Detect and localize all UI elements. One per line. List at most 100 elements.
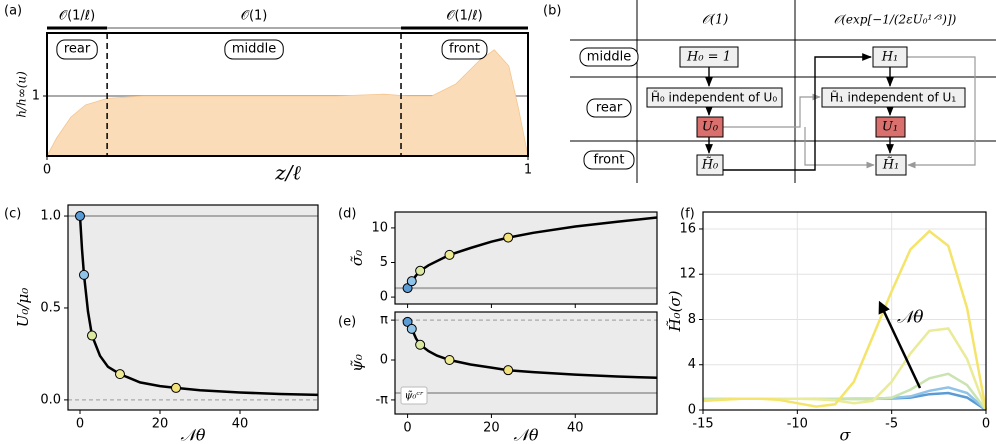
panel-label: (f): [680, 207, 695, 222]
node: [872, 46, 908, 68]
point: [115, 369, 125, 380]
node: [875, 116, 906, 138]
x-tick-label: 20: [483, 421, 500, 436]
y-tick-label: 4: [688, 357, 696, 372]
region-box: [224, 39, 284, 60]
panel-label: (c): [4, 207, 21, 222]
point: [503, 232, 514, 243]
panel-label: (a): [4, 4, 22, 19]
column-header: 𝒪(exp[−1/(2εU₀¹ᐟ³)]): [834, 13, 957, 27]
y-axis-label: ψ̃₀: [348, 354, 366, 372]
column-header: 𝒪(1): [702, 13, 729, 28]
node: [646, 87, 783, 108]
arrow: [804, 127, 875, 169]
annotation: 𝒩θ: [897, 308, 924, 328]
y-axis-label: U₀/μ₀: [14, 288, 32, 327]
node-label: H̃₁ independent of U₁: [830, 90, 956, 104]
x-tick-label: -15: [692, 417, 713, 432]
panel-label: (e): [338, 315, 356, 330]
x-tick-label: -10: [787, 417, 808, 432]
y-tick-label: 0.5: [40, 300, 61, 315]
x-tick-label: 0: [76, 417, 84, 432]
plot-frame: [46, 32, 529, 157]
y-tick-label: -π: [375, 392, 388, 407]
node: [696, 116, 724, 138]
x-tick-label: 40: [567, 421, 584, 436]
row-label: rear: [596, 101, 623, 116]
point: [406, 323, 417, 334]
x-tick-label: 40: [232, 417, 249, 432]
y-tick-label: 0: [380, 290, 388, 305]
x-tick-label: 20: [152, 417, 169, 432]
y-axis-label: σ̃₀: [348, 250, 366, 266]
arrow: [723, 53, 872, 171]
scale-label: 𝒪(1/ℓ): [446, 9, 482, 24]
x-tick-label: 0: [982, 417, 990, 432]
row-label: front: [594, 153, 625, 168]
x-axis-label: σ: [840, 426, 852, 444]
row-box: [586, 98, 632, 118]
node: [875, 154, 907, 176]
reference-label-box: [400, 386, 428, 405]
x-tick-label: 0: [43, 163, 51, 178]
point: [79, 269, 89, 280]
plot-background: [68, 205, 318, 410]
node-label: H₁: [881, 50, 899, 65]
node: [821, 87, 966, 108]
curve: [406, 216, 658, 289]
plot-background: [395, 212, 657, 304]
x-tick-label: 1: [524, 163, 532, 178]
y-tick-label: 16: [679, 221, 696, 236]
point: [87, 330, 97, 341]
node-label: U₁: [882, 120, 898, 135]
node-label: H̃₀ independent of U₀: [651, 90, 777, 104]
plot-frame: [67, 204, 319, 411]
x-axis-label: z/ℓ: [274, 161, 301, 185]
y-tick-label: 1: [32, 89, 40, 104]
region-box: [56, 39, 98, 60]
node-label: U₀: [702, 120, 719, 135]
point: [171, 382, 181, 393]
scale-label: 𝒪(1): [241, 9, 268, 24]
plot-background: [395, 312, 657, 414]
y-tick-label: π: [380, 313, 388, 328]
x-axis-label: 𝒩θ: [181, 426, 206, 444]
diagram: (b) 𝒪(1) 𝒪(exp[−1/(2εU₀¹ᐟ³)]) middle rea…: [543, 0, 996, 183]
point: [415, 339, 426, 350]
point: [444, 249, 455, 260]
x-axis-label: 𝒩θ: [514, 426, 539, 444]
arrow: [723, 93, 821, 128]
plot-frame: [394, 311, 658, 415]
point: [406, 276, 417, 287]
row-box: [583, 150, 635, 170]
point: [75, 211, 85, 222]
y-tick-label: 0: [688, 403, 696, 418]
scale-label: 𝒪(1/ℓ): [59, 9, 95, 24]
y-tick-label: 8: [688, 312, 696, 327]
point: [503, 365, 514, 376]
y-tick-label: 0: [380, 353, 388, 368]
node-label: H̃₀: [701, 156, 719, 172]
arrow: [907, 56, 976, 169]
node: [696, 154, 724, 176]
panel-label: (d): [338, 207, 356, 222]
panel-label: (b): [543, 4, 561, 19]
plot-frame: [394, 211, 658, 305]
x-tick-label: -5: [885, 417, 898, 432]
y-tick-label: 12: [679, 267, 696, 282]
series-line: [702, 229, 988, 411]
area: [46, 49, 529, 157]
node-label: H₀ = 1: [686, 50, 731, 65]
region-label: middle: [232, 42, 276, 57]
y-axis-label: h/h∞(u): [15, 71, 29, 118]
point: [444, 355, 455, 366]
annotation-arrow: [878, 300, 922, 389]
y-axis-label: H̃₀(σ): [666, 290, 684, 332]
row-label: middle: [587, 50, 631, 65]
y-tick-label: 5: [380, 255, 388, 270]
node-label: H̃₁: [882, 156, 900, 172]
region-box: [441, 39, 488, 60]
y-tick-label: 10: [371, 220, 388, 235]
y-tick-label: 1.0: [40, 209, 61, 224]
